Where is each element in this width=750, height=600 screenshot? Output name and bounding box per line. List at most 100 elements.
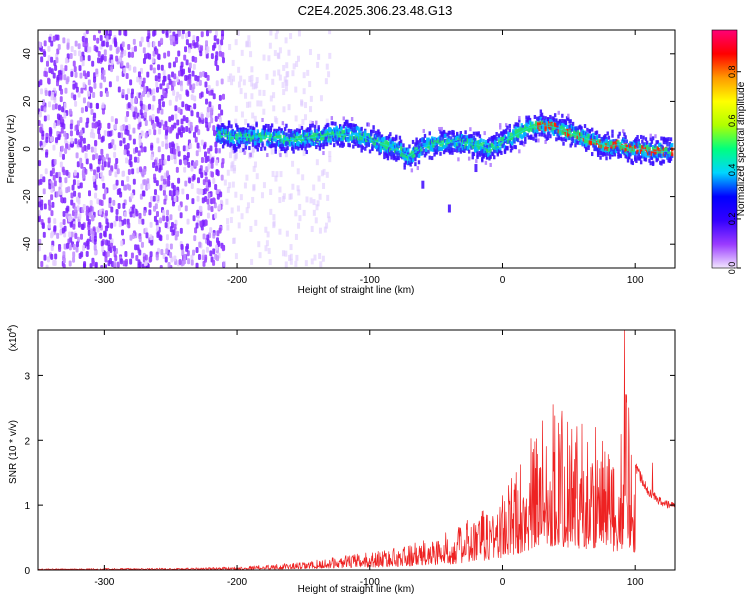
- spectrogram-noise-cell: [161, 154, 165, 161]
- spectrogram-signal-cell: [456, 148, 459, 153]
- spectrogram-signal-cell: [482, 142, 485, 147]
- spectrogram-signal-cell: [488, 137, 491, 142]
- spectrogram-signal-cell: [315, 145, 318, 150]
- spectrogram-signal-cell: [340, 127, 343, 132]
- spectrogram-noise-cell: [255, 173, 259, 180]
- spectrogram-noise-cell: [69, 221, 73, 228]
- spectrogram-noise-cell: [239, 146, 243, 153]
- spectrogram-signal-cell: [606, 151, 609, 156]
- spectrogram-noise-cell: [58, 176, 62, 183]
- spectrogram-noise-cell: [157, 72, 161, 79]
- spectrogram-noise-cell: [163, 158, 167, 165]
- spectrogram-noise-cell: [239, 75, 243, 82]
- spectrogram-noise-cell: [162, 75, 166, 82]
- spectrogram-signal-cell: [456, 144, 459, 149]
- spectrogram-noise-cell: [60, 145, 64, 152]
- colorbar-tick-label: 0.2: [727, 213, 737, 226]
- spectrogram-signal-cell: [651, 162, 655, 167]
- spectrogram-noise-cell: [55, 57, 59, 64]
- spectrogram-noise-cell: [308, 49, 312, 56]
- spectrogram-noise-cell: [300, 99, 304, 106]
- spectrogram-noise-cell: [154, 165, 158, 172]
- spectrogram-noise-cell: [40, 199, 44, 206]
- spectrogram-noise-cell: [82, 82, 86, 89]
- spectrogram-noise-cell: [101, 108, 105, 115]
- spectrogram-signal-cell: [231, 128, 234, 133]
- spectrogram-noise-cell: [74, 100, 78, 107]
- spectrogram-signal-cell: [452, 130, 455, 135]
- spectrogram-noise-cell: [210, 53, 214, 60]
- spectrogram-signal-cell: [644, 154, 648, 159]
- spectrogram-noise-cell: [195, 124, 199, 131]
- spectrogram-signal-cell: [250, 132, 253, 137]
- spectrogram-noise-cell: [326, 194, 330, 201]
- spectrogram-noise-cell: [325, 118, 329, 125]
- spectrogram-signal-cell: [391, 138, 394, 143]
- spectrogram-noise-cell: [132, 178, 136, 185]
- snr-x-ticks: -300 -200 -100 0 100: [94, 330, 644, 588]
- spectrogram-noise-cell: [165, 215, 169, 222]
- spectrogram-noise-cell: [142, 104, 146, 111]
- spectrogram-noise-cell: [85, 30, 89, 35]
- spectrogram-noise-cell: [199, 220, 203, 227]
- spectrogram-signal-cell: [586, 138, 589, 143]
- spectrogram-noise-cell: [96, 166, 100, 173]
- spectrogram-noise-cell: [50, 40, 54, 47]
- spectrogram-noise-cell: [107, 122, 111, 129]
- spectrogram-signal-cell: [430, 156, 434, 161]
- spectrogram-noise-cell: [107, 157, 111, 164]
- spectrogram-signal-cell: [233, 143, 237, 148]
- spectrogram-signal-cell: [474, 164, 478, 173]
- spectrogram-noise-cell: [65, 212, 69, 219]
- spectrogram-noise-cell: [250, 80, 254, 87]
- spectrogram-signal-cell: [604, 134, 607, 139]
- spectrogram-signal-cell: [279, 153, 282, 158]
- spectrogram-signal-cell: [323, 142, 326, 147]
- spectrogram-signal-cell: [656, 140, 660, 145]
- spectrogram-signal-cell: [623, 132, 626, 137]
- spectrogram-noise-cell: [196, 177, 200, 184]
- spectrogram-noise-cell: [150, 144, 154, 151]
- spectrogram-noise-cell: [92, 132, 96, 139]
- spectrogram-noise-cell: [185, 39, 189, 46]
- spectrogram-noise-cell: [123, 218, 127, 225]
- spectrogram-signal-cell: [279, 134, 282, 139]
- spectrogram-signal-cell: [217, 124, 220, 129]
- spectrogram-noise-cell: [216, 64, 220, 71]
- spectrogram-signal-cell: [472, 152, 476, 157]
- spectrogram-noise-cell: [130, 98, 134, 105]
- spectrogram-noise-cell: [93, 249, 97, 256]
- spectrogram-noise-cell: [177, 205, 181, 212]
- spectrogram-signal-cell: [636, 149, 639, 154]
- spectrogram-signal-cell: [585, 142, 588, 147]
- spectrogram-noise-cell: [115, 208, 119, 215]
- spectrogram-noise-cell: [228, 182, 232, 189]
- spectrogram-noise-cell: [138, 139, 142, 146]
- spectrogram-noise-cell: [112, 245, 116, 252]
- spectrogram-signal-cell: [667, 137, 670, 142]
- spectrogram-signal-cell: [540, 118, 544, 123]
- spectrogram-noise-cell: [172, 35, 176, 42]
- spectrogram-noise-cell: [249, 51, 253, 58]
- spectrogram-noise-cell: [93, 72, 97, 79]
- spectrogram-noise-cell: [173, 73, 177, 80]
- spectrogram-noise-cell: [145, 232, 149, 239]
- spectrogram-signal-cell: [516, 122, 520, 127]
- spectrogram-signal-cell: [333, 127, 336, 132]
- spectrogram-signal-cell: [644, 157, 648, 162]
- spectrogram-signal-cell: [469, 127, 472, 132]
- spectrogram-signal-cell: [518, 118, 521, 123]
- spectrogram-signal-cell: [479, 138, 483, 143]
- spectrogram-noise-cell: [65, 169, 69, 176]
- spectrogram-signal-cell: [255, 145, 258, 150]
- y-tick-label: 2: [24, 436, 30, 447]
- spectrogram-signal-cell: [383, 155, 386, 160]
- spectrogram-noise-cell: [226, 218, 230, 225]
- spectrogram-signal-cell: [567, 116, 570, 121]
- spectrogram-noise-cell: [164, 256, 168, 263]
- spectrogram-signal-cell: [327, 130, 330, 135]
- spectrogram-noise-cell: [126, 88, 130, 95]
- spectrogram-noise-cell: [264, 226, 268, 233]
- spectrogram-signal-cell: [297, 131, 300, 136]
- spectrogram-noise-cell: [173, 122, 177, 129]
